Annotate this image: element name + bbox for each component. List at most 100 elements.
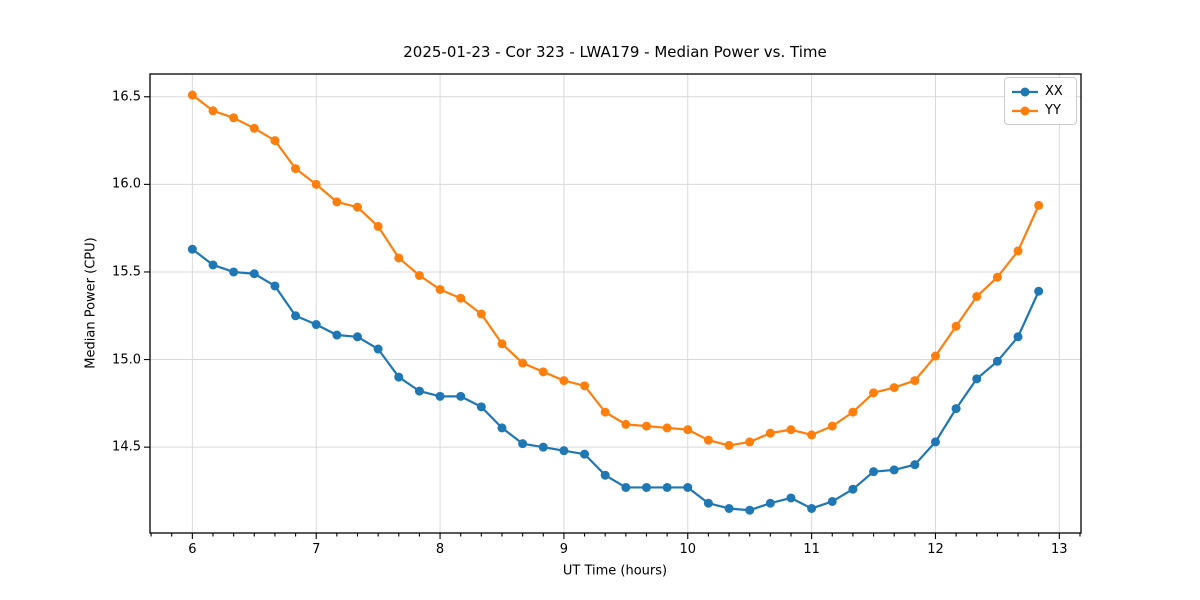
y-tick-label: 15.0 [112,352,141,368]
series-yy-line [191,94,1040,447]
data-point-xx [992,356,1002,366]
data-point-yy [972,291,982,301]
x-tick-label: 9 [559,542,569,557]
data-point-xx [807,503,817,513]
data-point-yy [827,421,837,431]
data-point-xx [476,402,486,412]
data-point-xx [869,467,879,477]
y-tick-label: 16.5 [112,89,141,105]
data-point-yy [1034,200,1044,210]
data-point-xx [1034,286,1044,296]
data-point-xx [394,372,404,382]
data-point-yy [394,253,404,263]
data-point-yy [208,106,218,116]
x-tick-label: 7 [312,542,321,557]
data-point-xx [249,269,259,279]
data-point-yy [703,435,713,445]
data-point-yy [724,440,734,450]
legend-line-marker-xx [1012,87,1038,96]
data-point-yy [848,407,858,417]
data-point-xx [662,482,672,492]
legend[interactable]: XX YY [1004,77,1077,125]
data-point-yy [538,367,548,377]
plot-border [149,73,1082,534]
data-point-xx [208,260,218,270]
data-point-xx [559,446,569,456]
axis-ticks [144,96,1081,539]
data-point-xx [951,404,961,414]
data-point-yy [662,423,672,433]
data-point-yy [683,425,693,435]
data-point-xx [373,344,383,354]
data-point-yy [889,383,899,393]
data-point-xx [538,442,548,452]
data-point-xx [497,423,507,433]
data-point-yy [869,388,879,398]
data-point-xx [1013,332,1023,342]
x-tick-label: 11 [803,542,820,557]
y-tick-label: 15.5 [112,264,141,280]
x-tick-label: 6 [188,542,197,557]
data-point-yy [476,309,486,319]
data-point-yy [807,430,817,440]
data-point-xx [848,484,858,494]
data-point-yy [249,123,259,133]
data-point-xx [889,465,899,475]
x-tick-label: 13 [1051,542,1068,557]
legend-label-xx: XX [1045,84,1063,99]
data-point-yy [311,179,321,189]
data-point-xx [910,460,920,470]
data-point-yy [992,272,1002,282]
data-point-xx [724,503,734,513]
data-point-xx [765,498,775,508]
data-point-yy [435,284,445,294]
x-axis-label: UT Time (hours) [562,563,668,579]
chart-title: 2025-01-23 - Cor 323 - LWA179 - Median P… [403,43,827,61]
data-point-yy [352,202,362,212]
x-tick-label: 10 [679,542,697,557]
data-point-xx [683,482,693,492]
data-point-yy [497,339,507,349]
x-tick-label: 12 [927,542,944,557]
x-tick-label: 8 [435,542,445,557]
data-point-yy [270,136,280,146]
data-point-yy [600,407,610,417]
data-point-yy [580,381,590,391]
series-xx [187,244,1044,515]
legend-item-yy[interactable]: YY [1011,101,1068,120]
data-point-yy [930,351,940,361]
y-tick-label: 14.5 [112,439,141,455]
gridlines [150,74,1081,533]
data-point-yy [910,376,920,386]
data-point-yy [951,321,961,331]
data-point-xx [414,386,424,396]
data-point-xx [745,505,755,515]
data-point-xx [786,493,796,503]
data-point-xx [518,439,528,449]
data-point-yy [456,293,466,303]
data-point-xx [311,320,321,330]
legend-label-yy: YY [1045,103,1061,118]
data-point-xx [827,496,837,506]
data-point-xx [972,374,982,384]
data-point-xx [229,267,239,277]
series-yy [187,90,1044,450]
data-point-xx [600,470,610,480]
y-axis-label: Median Power (CPU) [83,237,99,369]
data-point-yy [745,437,755,447]
data-point-yy [621,419,631,429]
data-point-xx [435,391,445,401]
data-point-xx [703,498,713,508]
legend-item-xx[interactable]: XX [1011,82,1068,101]
data-point-xx [930,437,940,447]
data-point-xx [291,311,301,321]
data-point-yy [332,197,342,207]
data-point-yy [559,376,569,386]
data-point-xx [621,482,631,492]
data-point-xx [352,332,362,342]
y-tick-label: 16.0 [112,176,141,192]
data-point-yy [1013,246,1023,256]
data-point-yy [229,113,239,123]
data-point-xx [641,482,651,492]
